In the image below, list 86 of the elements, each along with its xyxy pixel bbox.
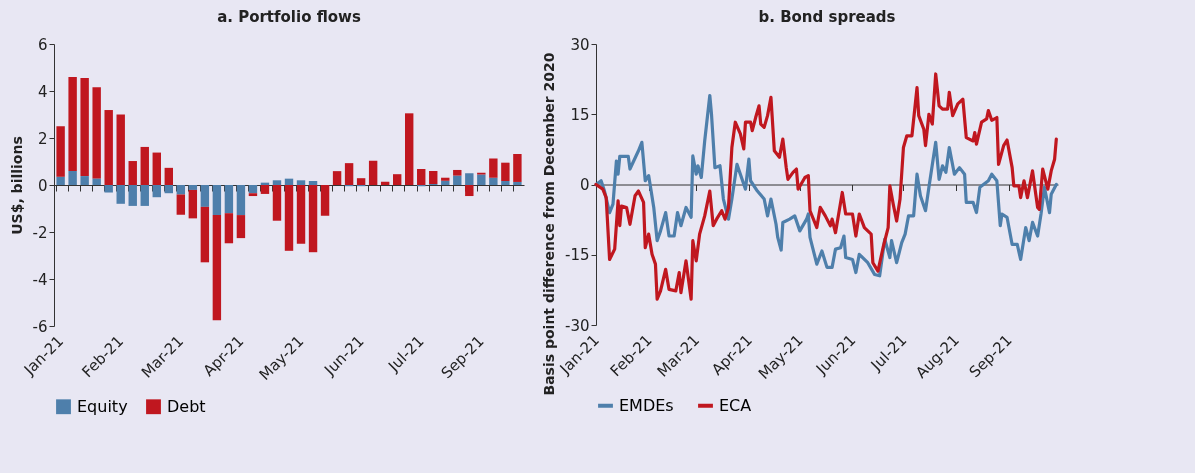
bar xyxy=(477,174,486,185)
bar xyxy=(176,185,186,195)
legend-label: Debt xyxy=(167,396,206,416)
bar xyxy=(104,185,113,193)
y-tick-label: 6 xyxy=(37,35,48,54)
bar xyxy=(152,185,161,198)
bar xyxy=(80,78,89,177)
y-tick-label: -2 xyxy=(32,223,48,242)
line-series xyxy=(594,93,1058,278)
bar xyxy=(92,178,101,185)
bar xyxy=(344,163,354,185)
bar xyxy=(140,146,149,185)
bar xyxy=(272,185,282,221)
bar xyxy=(513,153,522,182)
bar xyxy=(176,194,186,215)
bar xyxy=(441,177,450,181)
bar xyxy=(465,185,474,197)
bar xyxy=(200,206,210,263)
legend-label: ECA xyxy=(719,395,752,415)
bar xyxy=(116,185,125,204)
y-tick-label: 30 xyxy=(570,35,590,54)
bar xyxy=(140,185,149,206)
legend-label: EMDEs xyxy=(619,395,674,415)
y-tick-label: -6 xyxy=(32,317,48,336)
bar xyxy=(104,110,113,185)
bar xyxy=(212,185,222,216)
bar xyxy=(429,170,438,185)
bar xyxy=(489,158,498,178)
bar xyxy=(392,174,402,185)
chart-title: a. Portfolio flows xyxy=(217,8,361,26)
bar xyxy=(320,185,330,216)
bar xyxy=(164,167,173,185)
bar xyxy=(248,193,258,197)
y-tick-label: 0 xyxy=(579,176,590,194)
bar xyxy=(56,176,65,185)
bar xyxy=(368,160,378,185)
bar xyxy=(236,215,246,239)
bar xyxy=(453,169,462,176)
bar xyxy=(200,185,210,207)
bar xyxy=(80,176,89,185)
bar xyxy=(332,171,342,185)
legend-label: Equity xyxy=(77,396,128,416)
bar xyxy=(284,185,294,251)
bar xyxy=(308,181,318,185)
bar xyxy=(188,189,198,219)
y-axis-title: US$, billions xyxy=(8,136,25,235)
bar xyxy=(236,185,246,216)
bar xyxy=(272,180,282,185)
bar xyxy=(224,213,234,244)
bar xyxy=(164,185,173,194)
bar xyxy=(489,177,498,185)
bar xyxy=(417,169,426,185)
bar xyxy=(284,178,294,185)
bar xyxy=(68,170,77,185)
bar xyxy=(513,181,522,185)
bar xyxy=(356,178,366,185)
y-tick-label: -15 xyxy=(565,246,590,265)
bar xyxy=(188,185,198,190)
bar xyxy=(152,152,161,185)
y-axis-title: Basis point difference from December 2020 xyxy=(541,52,557,396)
y-tick-label: 4 xyxy=(37,82,48,101)
chart-title: b. Bond spreads xyxy=(758,8,896,26)
bar xyxy=(260,185,270,194)
bar xyxy=(308,185,318,253)
bar xyxy=(212,215,222,321)
bar xyxy=(116,114,125,185)
bar xyxy=(465,173,474,185)
y-tick-label: 2 xyxy=(37,129,48,148)
y-tick-label: -30 xyxy=(565,316,590,335)
bar xyxy=(453,175,462,185)
bar xyxy=(128,161,137,185)
bar xyxy=(92,87,101,179)
bar xyxy=(224,185,234,214)
line-series xyxy=(594,72,1058,301)
bar xyxy=(501,181,510,185)
bar xyxy=(501,162,510,182)
bar xyxy=(296,180,306,185)
bar xyxy=(296,185,306,244)
y-tick-label: 0 xyxy=(37,176,48,195)
bar xyxy=(68,76,77,171)
bar xyxy=(128,185,137,206)
bar xyxy=(56,126,65,177)
bar xyxy=(405,113,414,185)
y-tick-label: -4 xyxy=(32,270,48,289)
y-tick-label: 15 xyxy=(570,105,590,124)
bar xyxy=(248,185,258,194)
